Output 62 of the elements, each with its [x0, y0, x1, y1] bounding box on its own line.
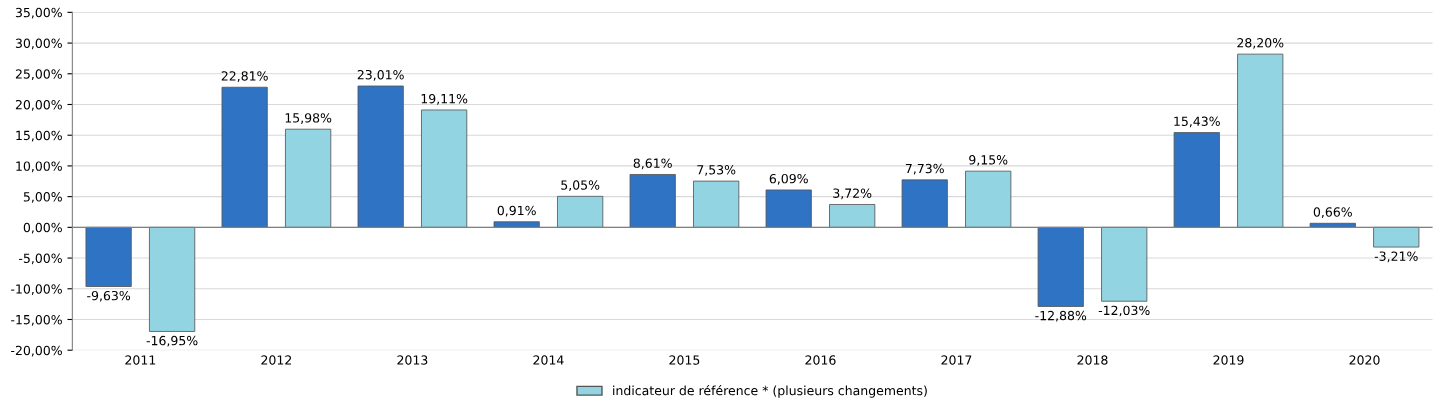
data-label: 8,61%	[633, 158, 672, 170]
data-label: 0,66%	[1313, 207, 1352, 218]
x-tick-label: 2020	[1349, 355, 1380, 365]
data-label: 7,73%	[905, 163, 944, 175]
data-label: 6,09%	[769, 173, 808, 185]
data-label: -16,95%	[146, 335, 198, 347]
x-tick-label: 2017	[941, 355, 972, 365]
bar	[829, 204, 876, 228]
bar	[1373, 226, 1420, 248]
data-label: -9,63%	[87, 290, 131, 302]
data-label: 7,53%	[697, 165, 736, 176]
x-tick-label: 2011	[125, 355, 156, 365]
data-label: -3,21%	[1374, 251, 1418, 263]
bar	[557, 195, 604, 228]
bar	[1173, 132, 1220, 228]
data-label: 9,15%	[969, 155, 1008, 166]
bar	[965, 170, 1012, 228]
bar	[765, 189, 812, 228]
x-tick-label: 2014	[533, 355, 564, 365]
bar	[149, 226, 196, 332]
y-tick-label: -10,00%	[11, 284, 62, 295]
y-tick-label: 0,00%	[23, 222, 62, 234]
bar	[1037, 226, 1084, 307]
y-tick-label: 5,00%	[23, 192, 62, 203]
y-tick-label: -5,00%	[19, 253, 62, 265]
data-label: 5,05%	[561, 180, 600, 192]
data-label: 15,43%	[1174, 116, 1220, 128]
data-label: 0,91%	[497, 205, 536, 217]
x-tick-label: 2013	[397, 355, 428, 365]
bar	[85, 226, 132, 287]
bar	[421, 109, 468, 228]
data-label: 22,81%	[221, 71, 268, 82]
y-tick-label: 10,00%	[16, 161, 62, 173]
data-label: 3,72%	[833, 188, 872, 200]
data-label: 19,11%	[421, 93, 468, 105]
x-tick-label: 2018	[1077, 355, 1108, 365]
y-tick-label: 25,00%	[15, 69, 62, 80]
y-tick-label: -15,00%	[11, 314, 62, 326]
y-tick-label: 30,00%	[15, 38, 62, 50]
bar	[221, 86, 268, 228]
data-label: -12,03%	[1098, 305, 1150, 317]
y-tick-label: 35,00%	[15, 7, 62, 19]
y-tick-label: 15,00%	[16, 130, 62, 142]
x-tick-label: 2015	[669, 355, 700, 365]
bar	[693, 180, 740, 228]
data-label: 15,98%	[285, 113, 332, 124]
bar	[357, 85, 404, 228]
data-label: -12,88%	[1035, 310, 1087, 322]
bar	[493, 221, 540, 228]
bar	[629, 174, 676, 228]
y-tick-label: 20,00%	[15, 99, 62, 111]
bar	[1237, 53, 1284, 228]
bar	[285, 128, 332, 228]
data-label: 28,20%	[1237, 38, 1284, 49]
y-tick-label: -20,00%	[11, 345, 62, 357]
legend-label: indicateur de référence * (plusieurs changements)	[613, 385, 927, 398]
x-tick-label: 2016	[805, 355, 836, 365]
x-tick-label: 2019	[1213, 355, 1244, 365]
bar	[1101, 226, 1148, 302]
bar	[901, 179, 948, 228]
x-tick-label: 2012	[261, 355, 292, 365]
data-label: 23,01%	[357, 69, 404, 81]
